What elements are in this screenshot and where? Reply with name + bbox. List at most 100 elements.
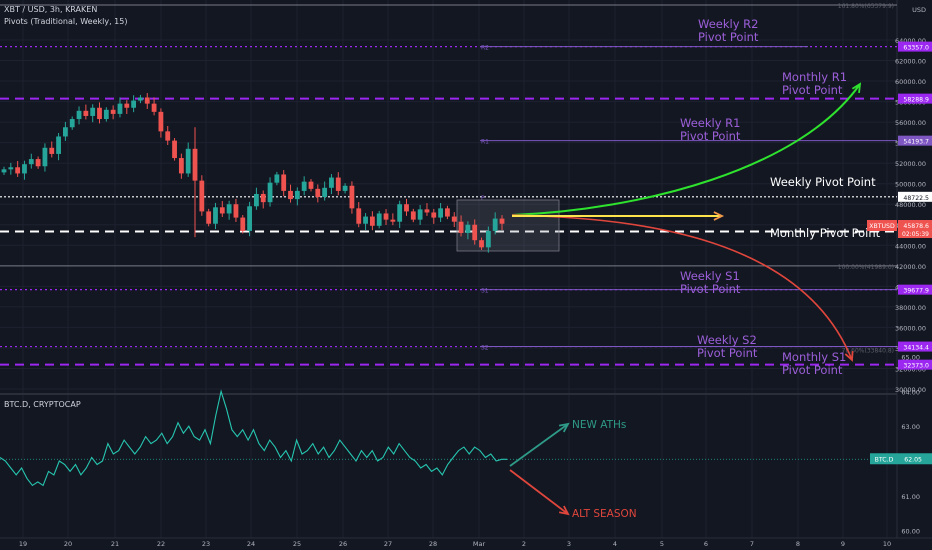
- price-axes: 30000.0032000.0034000.0036000.0038000.00…: [0, 6, 932, 548]
- pivot-letter: P: [481, 195, 485, 202]
- btcd-up-arrow: [509, 423, 569, 467]
- weekly-r2-label: Weekly R2: [698, 17, 758, 31]
- last-price-tag: [898, 220, 932, 239]
- fib-label: 100.00%(41989.0): [838, 264, 894, 271]
- candle-body: [281, 174, 287, 191]
- weekly-s1-label: Pivot Point: [680, 282, 741, 296]
- candle-body: [274, 174, 280, 183]
- candle-body: [117, 103, 123, 114]
- weekly-s2-label: Pivot Point: [697, 346, 758, 360]
- btcd-down-arrow: [509, 469, 569, 515]
- candle-body: [267, 182, 273, 203]
- candle-body: [383, 213, 389, 220]
- btcd-y-tick: 65.00: [901, 354, 920, 362]
- candle-body: [458, 221, 464, 233]
- x-tick-label: 23: [202, 540, 210, 548]
- y-tick-label: 64000.00: [895, 37, 926, 45]
- price-candles: [1, 93, 505, 253]
- candle-body: [131, 100, 137, 108]
- x-tick-label: 27: [384, 540, 392, 548]
- weekly-s1-label: Weekly S1: [680, 269, 740, 283]
- candle-body: [397, 204, 403, 222]
- weekly-r2-label: Pivot Point: [698, 30, 759, 44]
- x-tick-label: 26: [339, 540, 347, 548]
- y-tick-label: 30000.00: [895, 386, 926, 394]
- pivot-letter: S2: [481, 345, 489, 352]
- candle-body: [233, 204, 239, 218]
- last-price-label: 45878.6: [903, 223, 929, 230]
- candle-body: [15, 167, 21, 174]
- y-tick-label: 62000.00: [895, 58, 926, 66]
- candle-body: [1, 169, 7, 173]
- candle-body: [294, 190, 300, 200]
- monthly-r1-label: Monthly R1: [782, 70, 847, 84]
- candle-body: [349, 185, 355, 209]
- candle-body: [56, 136, 61, 154]
- x-tick-label: 3: [567, 540, 571, 548]
- candle-body: [342, 185, 348, 191]
- y-tick-label: 56000.00: [895, 119, 926, 127]
- candle-body: [485, 230, 491, 248]
- btcd-up-arrow-head: [558, 422, 570, 433]
- y-tick-label: 52000.00: [895, 160, 926, 168]
- weekly-r1-label: Pivot Point: [680, 129, 741, 143]
- fib-label: 78.60%(33840.8): [842, 348, 894, 355]
- candle-body: [35, 159, 41, 167]
- candle-body: [404, 204, 409, 212]
- candle-body: [42, 147, 48, 167]
- btcd-value-tag: [898, 453, 932, 465]
- price-tag-label: 34134.4: [903, 345, 929, 352]
- price-tag: [898, 341, 932, 352]
- y-tick-label: 44000.00: [895, 242, 926, 250]
- candle-body: [247, 206, 252, 231]
- candle-body: [465, 224, 471, 233]
- pivot-letter: R1: [481, 139, 489, 146]
- x-tick-label: 7: [750, 540, 754, 548]
- candle-body: [431, 212, 437, 218]
- btcd-y-tick: 64.00: [901, 388, 920, 396]
- candle-body: [76, 110, 82, 120]
- monthly-r1-label: Pivot Point: [782, 83, 843, 97]
- price-tag: [898, 135, 932, 146]
- candle-body: [445, 208, 450, 217]
- x-tick-label: 28: [429, 540, 437, 548]
- candle-body: [144, 97, 150, 104]
- x-tick-label: 6: [704, 540, 708, 548]
- candle-body: [110, 109, 116, 114]
- price-tag-label: 32373.0: [903, 363, 929, 370]
- candle-body: [158, 111, 164, 132]
- countdown-label: 02:05:39: [902, 231, 929, 238]
- x-tick-label: 21: [111, 540, 119, 548]
- candle-body: [165, 131, 171, 141]
- x-tick-label: 22: [157, 540, 165, 548]
- indicator-title[interactable]: Pivots (Traditional, Weekly, 15): [4, 17, 128, 26]
- candle-body: [315, 188, 321, 198]
- currency-label: USD: [912, 6, 926, 14]
- candle-body: [226, 204, 232, 214]
- candle-body: [376, 213, 382, 226]
- candle-body: [8, 167, 14, 170]
- symbol-title[interactable]: XBT / USD, 3h, KRAKEN: [4, 5, 98, 14]
- price-tag-label: 63357.0: [903, 45, 929, 52]
- btcd-y-tick: 60.00: [901, 528, 920, 536]
- bull-arrow: [511, 83, 861, 216]
- price-tag: [898, 191, 932, 202]
- x-tick-label: 8: [796, 540, 800, 548]
- price-tag-label: 39677.9: [903, 288, 929, 295]
- price-tag: [898, 359, 932, 370]
- candle-body: [138, 97, 143, 101]
- candle-body: [178, 158, 184, 174]
- x-tick-label: 24: [247, 540, 255, 548]
- candle-body: [90, 107, 96, 116]
- y-tick-label: 36000.00: [895, 324, 926, 332]
- symbol-tag: [867, 220, 897, 232]
- x-tick-label: 10: [883, 540, 891, 548]
- price-tag-label: 58288.9: [903, 97, 929, 104]
- monthly-s1-label: Pivot Point: [782, 363, 843, 377]
- btcd-value-label: 62.05: [904, 456, 922, 463]
- btcd-pane-title[interactable]: BTC.D, CRYPTOCAP: [4, 400, 81, 409]
- btcd-line: [0, 389, 507, 487]
- candle-body: [329, 177, 334, 188]
- weekly-r1-label: Weekly R1: [680, 116, 740, 130]
